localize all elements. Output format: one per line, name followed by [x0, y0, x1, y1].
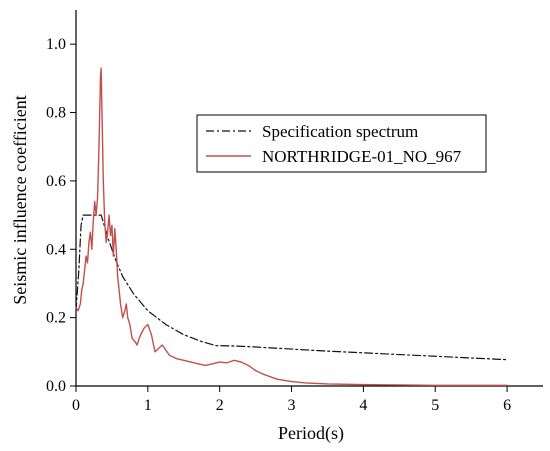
labels-layer: Period(s) Seismic influence coefficient [10, 95, 344, 444]
series-specification-spectrum [75, 214, 508, 361]
x-tick-label-6: 6 [503, 397, 511, 414]
series-northridge-01-no-967 [75, 67, 508, 387]
y-tick-label-4: 0.8 [46, 105, 66, 122]
legend-box [196, 114, 487, 173]
y-tick-label-3: 0.6 [46, 173, 66, 190]
x-tick-label-0: 0 [72, 397, 80, 414]
series-layer [75, 67, 508, 387]
y-tick-label-5: 1.0 [46, 36, 66, 53]
axes-layer: 0 1 2 3 4 5 6 0.0 0.2 0.4 0.6 0.8 1.0 [46, 10, 543, 414]
legend-label-northridge: NORTHRIDGE-01_NO_967 [262, 147, 462, 166]
x-axis-title: Period(s) [278, 423, 344, 444]
y-tick-label-1: 0.2 [46, 310, 66, 327]
y-tick-label-2: 0.4 [46, 241, 66, 258]
x-tick-label-1: 1 [144, 397, 152, 414]
x-tick-label-3: 3 [288, 397, 296, 414]
legend-label-specification: Specification spectrum [262, 122, 418, 141]
legend: Specification spectrum NORTHRIDGE-01_NO_… [196, 114, 487, 173]
x-tick-label-5: 5 [431, 397, 439, 414]
x-tick-label-4: 4 [359, 397, 367, 414]
y-axis-title: Seismic influence coefficient [10, 95, 30, 305]
x-tick-label-2: 2 [216, 397, 224, 414]
y-tick-label-0: 0.0 [46, 378, 66, 395]
